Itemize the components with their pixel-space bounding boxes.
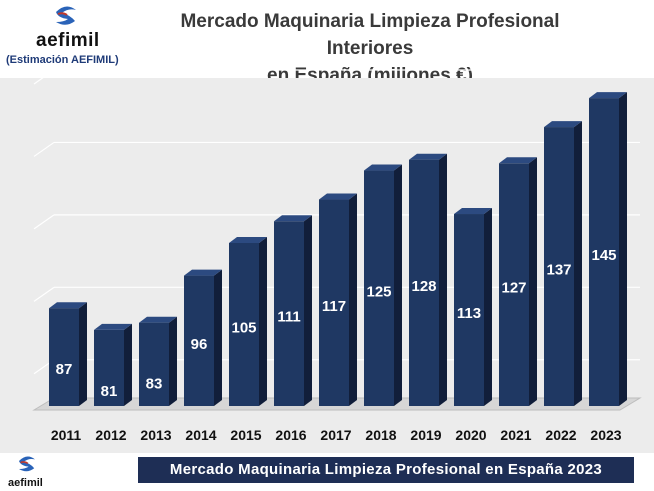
data-label: 127 xyxy=(501,280,526,297)
bar-group: 96 xyxy=(184,269,222,406)
bar-top xyxy=(409,153,447,160)
bar-chart: 87 81 83 96 105 111 117 125 128 113 127 137 145 2011… xyxy=(32,69,642,443)
x-tick-label: 2013 xyxy=(140,427,171,443)
bar xyxy=(589,98,619,406)
data-label: 145 xyxy=(591,247,616,264)
bar xyxy=(319,199,349,406)
brand-name: aefimil xyxy=(36,30,100,51)
x-tick-label: 2021 xyxy=(500,427,531,443)
x-tick-label: 2015 xyxy=(230,427,261,443)
bar-group: 125 xyxy=(364,164,402,406)
bar-top xyxy=(49,302,87,309)
bar-top xyxy=(589,92,627,99)
bar-group: 127 xyxy=(499,157,537,406)
bar-side xyxy=(484,208,492,406)
data-label: 111 xyxy=(277,309,300,326)
bar-side xyxy=(349,193,357,406)
x-tick-label: 2012 xyxy=(95,427,126,443)
gridline-perspective xyxy=(33,69,55,85)
data-label: 128 xyxy=(411,278,436,295)
bar-top xyxy=(499,157,537,164)
bar-side xyxy=(529,157,537,406)
bar-side xyxy=(394,164,402,406)
bar-side xyxy=(574,121,582,406)
bar-side xyxy=(304,215,312,406)
bar-side xyxy=(169,316,177,406)
x-tick-label: 2016 xyxy=(275,427,306,443)
gridline-perspective xyxy=(33,141,55,157)
estimation-note: (Estimación AEFIMIL) xyxy=(6,54,119,66)
chart-title: Mercado Maquinaria Limpieza Profesional … xyxy=(180,11,560,59)
brand-name-small: aefimil xyxy=(8,477,43,489)
bar-top xyxy=(139,316,177,323)
bar xyxy=(364,170,394,406)
bar xyxy=(49,308,79,406)
aefimil-logo-small-icon xyxy=(19,456,35,472)
data-label: 113 xyxy=(457,305,481,322)
data-label: 96 xyxy=(191,336,208,353)
bar xyxy=(454,214,484,406)
x-axis-labels: 2011 2012 2013 2014 2015 2016 2017 2018 2019 2020… xyxy=(51,427,622,443)
bar xyxy=(274,221,304,406)
aefimil-logo: aefimil xyxy=(8,2,148,72)
data-label: 87 xyxy=(56,361,73,378)
bar-group: 111 xyxy=(274,215,312,406)
bar-top xyxy=(364,164,402,171)
bar-group: 128 xyxy=(409,153,447,406)
bar xyxy=(499,163,529,406)
x-tick-label: 2017 xyxy=(320,427,351,443)
bars: 87 81 83 96 105 111 117 125 128 113 127 137 145 xyxy=(49,92,627,406)
bar-top xyxy=(319,193,357,200)
x-tick-label: 2014 xyxy=(185,427,216,443)
bar-group: 117 xyxy=(319,193,357,406)
bar-side xyxy=(79,302,87,406)
bar-top xyxy=(454,208,492,215)
footer: aefimil Mercado Maquinaria Limpieza Prof… xyxy=(0,453,654,491)
bar xyxy=(229,243,259,406)
data-label: 137 xyxy=(546,262,571,279)
bar xyxy=(409,159,439,406)
aefimil-logo-icon xyxy=(51,4,81,28)
bar-group: 81 xyxy=(94,323,132,406)
bar xyxy=(139,322,169,406)
x-tick-label: 2018 xyxy=(365,427,396,443)
bar-top xyxy=(544,121,582,128)
x-tick-label: 2023 xyxy=(590,427,621,443)
bar-group: 145 xyxy=(589,92,627,406)
x-tick-label: 2019 xyxy=(410,427,441,443)
data-label: 83 xyxy=(146,376,163,393)
bar xyxy=(184,275,214,406)
x-tick-label: 2020 xyxy=(455,427,486,443)
bar-group: 113 xyxy=(454,208,492,406)
bar xyxy=(544,127,574,406)
bar-group: 83 xyxy=(139,316,177,406)
bar-side xyxy=(259,237,267,406)
data-label: 125 xyxy=(366,283,391,300)
bar xyxy=(94,329,124,406)
bar-group: 105 xyxy=(229,237,267,406)
footer-banner: Mercado Maquinaria Limpieza Profesional … xyxy=(138,457,634,483)
data-label: 105 xyxy=(231,320,256,337)
bar-side xyxy=(439,153,447,406)
bar-side xyxy=(214,269,222,406)
x-tick-label: 2011 xyxy=(51,427,82,443)
bar-side xyxy=(619,92,627,406)
bar-side xyxy=(124,323,132,406)
data-label: 81 xyxy=(101,383,118,400)
gridline-perspective xyxy=(33,214,55,230)
aefimil-logo-small: aefimil xyxy=(4,453,52,491)
data-label: 117 xyxy=(322,298,346,315)
bar-top xyxy=(184,269,222,276)
bar-group: 137 xyxy=(544,121,582,406)
bar-top xyxy=(94,323,132,330)
bar-top xyxy=(274,215,312,222)
x-tick-label: 2022 xyxy=(545,427,576,443)
gridline-perspective xyxy=(33,286,55,302)
bar-top xyxy=(229,237,267,243)
bar-group: 87 xyxy=(49,302,87,406)
